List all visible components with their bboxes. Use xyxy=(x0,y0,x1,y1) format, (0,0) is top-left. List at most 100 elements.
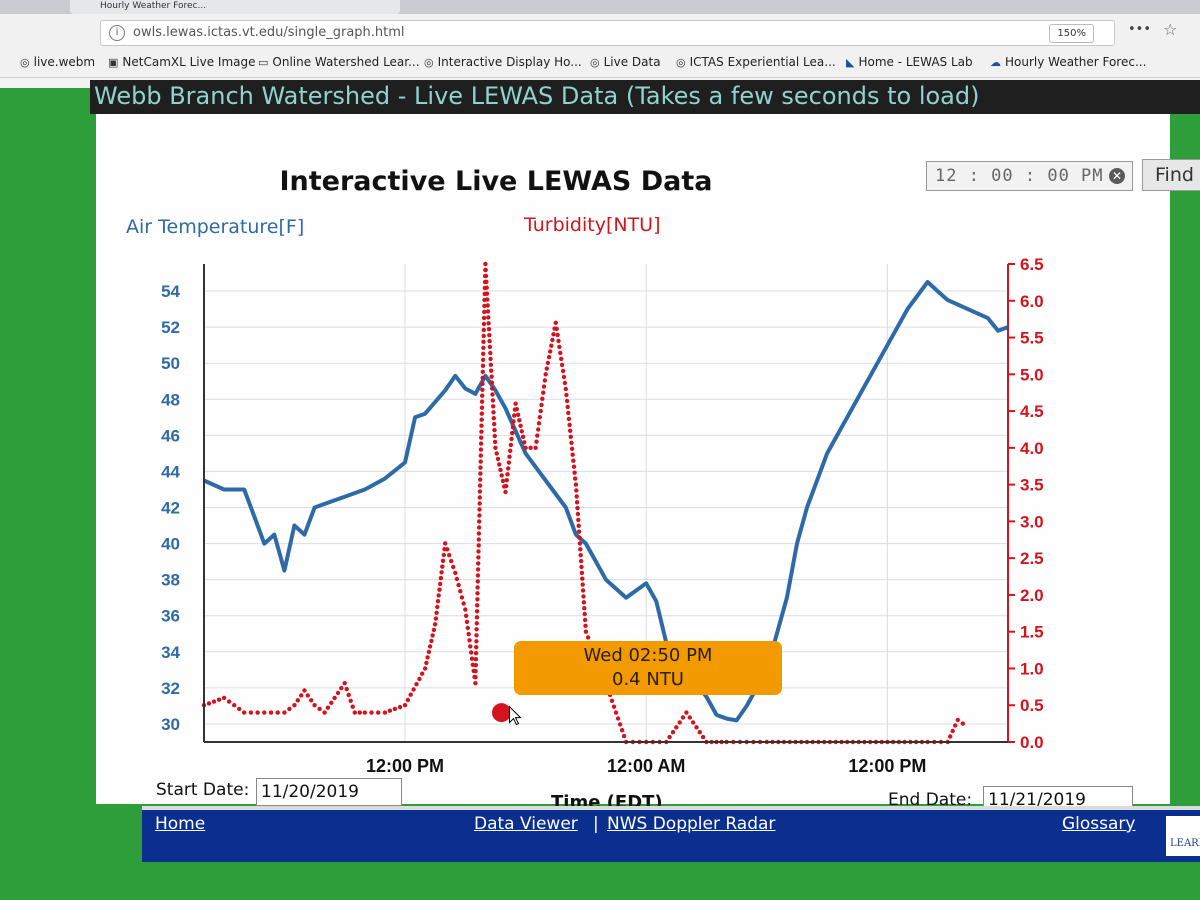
turbidity-point xyxy=(511,419,516,424)
turbidity-point xyxy=(477,519,482,524)
turbidity-point xyxy=(575,505,580,511)
turbidity-point xyxy=(486,315,491,320)
turbidity-point xyxy=(414,682,419,687)
turbidity-point xyxy=(435,604,440,610)
globe-icon: ◎ xyxy=(590,56,600,69)
turbidity-point xyxy=(255,710,260,715)
site-info-icon[interactable]: i xyxy=(109,25,125,41)
bookmark-watershed[interactable]: ▭ Online Watershed Lear... xyxy=(258,55,420,69)
turbidity-point xyxy=(490,392,495,397)
bookmark-lewas-home[interactable]: ◣ Home - LEWAS Lab xyxy=(846,55,973,69)
turbidity-point xyxy=(556,338,561,344)
turbidity-point xyxy=(430,633,435,638)
turbidity-point xyxy=(615,716,621,721)
turbidity-point xyxy=(554,326,559,331)
turbidity-point xyxy=(474,633,479,638)
turbidity-point xyxy=(487,344,493,350)
turbidity-point xyxy=(582,611,587,617)
bookmark-live-data[interactable]: ◎ Live Data xyxy=(590,55,661,69)
find-button[interactable]: Find xyxy=(1142,159,1200,191)
bookmark-live-webm[interactable]: ◎ live.webm xyxy=(20,55,95,69)
turbidity-point xyxy=(299,693,304,698)
turbidity-point xyxy=(582,606,587,611)
turbidity-point xyxy=(494,451,499,456)
turbidity-point xyxy=(332,695,337,701)
turbidity-point xyxy=(295,698,300,703)
turbidity-point xyxy=(434,610,439,615)
turbidity-point xyxy=(484,279,489,284)
turbidity-point xyxy=(483,267,488,273)
browser-tab[interactable]: Hourly Weather Forec... xyxy=(70,0,400,14)
turbidity-point xyxy=(677,720,682,725)
turbidity-point xyxy=(478,465,483,470)
turbidity-point xyxy=(583,623,588,628)
bookmark-star-icon[interactable]: ☆ xyxy=(1163,20,1178,39)
turbidity-point xyxy=(555,332,560,338)
turbidity-point xyxy=(362,710,367,715)
learn-logo: LEARN xyxy=(1166,816,1200,856)
nws-radar-link[interactable]: NWS Doppler Radar xyxy=(607,814,776,834)
bookmark-interactive-display[interactable]: ◎ Interactive Display Ho... xyxy=(424,55,582,69)
turbidity-point xyxy=(474,615,480,620)
home-link[interactable]: Home xyxy=(155,814,206,834)
start-date-input[interactable]: 11/20/2019 xyxy=(256,778,402,806)
x-axis-ticks: 12:00 PM 12:00 AM 12:00 PM xyxy=(366,756,926,776)
turbidity-point xyxy=(475,567,481,572)
time-series-chart[interactable]: 30 32 34 36 38 40 42 44 46 48 50 52 54 0.0 0.5 1.0 1.5 2… xyxy=(96,114,1170,804)
bookmark-weather[interactable]: ☁ Hourly Weather Forec... xyxy=(990,55,1146,69)
turbidity-point xyxy=(432,622,438,627)
turbidity-point xyxy=(540,396,545,401)
turbidity-point xyxy=(282,710,287,715)
turbidity-point xyxy=(617,722,623,727)
turbidity-point xyxy=(495,456,501,462)
bookmark-netcam[interactable]: ▣ NetCamXL Live Image xyxy=(108,55,256,69)
lewas-icon: ◣ xyxy=(846,56,855,69)
start-date-label: Start Date: xyxy=(156,780,250,800)
turbidity-point xyxy=(578,558,584,564)
turbidity-point xyxy=(475,585,480,590)
turbidity-point xyxy=(550,337,555,343)
more-menu-icon[interactable]: ••• xyxy=(1128,22,1152,37)
turbidity-point xyxy=(492,421,497,427)
turbidity-point xyxy=(473,675,478,680)
right-tick-label: 2.0 xyxy=(1020,586,1044,605)
turbidity-point xyxy=(545,360,551,366)
time-input[interactable]: 12 : 00 : 00 PM ✕ xyxy=(926,161,1133,191)
turbidity-point xyxy=(687,715,692,720)
turbidity-point xyxy=(479,429,484,434)
page-icon: ▭ xyxy=(258,56,269,69)
page-header: Webb Branch Watershed - Live LEWAS Data … xyxy=(90,80,1200,114)
turbidity-point xyxy=(474,621,479,626)
tooltip-value: 0.4 NTU xyxy=(612,669,684,690)
turbidity-point xyxy=(387,708,393,713)
turbidity-point xyxy=(305,693,310,698)
turbidity-point xyxy=(667,734,672,740)
turbidity-point xyxy=(475,579,480,584)
data-viewer-link[interactable]: Data Viewer xyxy=(474,814,578,834)
clear-time-icon[interactable]: ✕ xyxy=(1109,168,1125,184)
x-tick-label: 12:00 PM xyxy=(848,756,926,776)
turbidity-point xyxy=(350,704,355,709)
zoom-level-button[interactable]: 150% xyxy=(1049,24,1094,43)
address-bar[interactable]: i owls.lewas.ictas.vt.edu/single_graph.h… xyxy=(100,20,1115,46)
turbidity-point xyxy=(458,589,463,594)
turbidity-point xyxy=(574,494,579,499)
turbidity-point xyxy=(469,656,475,661)
turbidity-point xyxy=(697,730,702,735)
turbidity-point xyxy=(481,351,486,356)
turbidity-point xyxy=(519,429,524,434)
turbidity-point xyxy=(482,303,487,309)
logo-text: LEARN xyxy=(1170,838,1200,849)
turbidity-point xyxy=(549,343,554,348)
bookmark-ictas[interactable]: ◎ ICTAS Experiential Lea... xyxy=(676,55,836,69)
turbidity-point xyxy=(339,685,344,691)
turbidity-point xyxy=(500,478,506,484)
turbidity-point xyxy=(440,564,445,569)
glossary-link[interactable]: Glossary xyxy=(1062,814,1136,834)
bookmark-label: Online Watershed Lear... xyxy=(272,55,420,69)
turbidity-point xyxy=(510,425,516,430)
turbidity-point xyxy=(507,454,512,459)
left-tick-label: 32 xyxy=(161,679,180,698)
turbidity-point xyxy=(674,725,679,730)
turbidity-point xyxy=(493,445,498,450)
